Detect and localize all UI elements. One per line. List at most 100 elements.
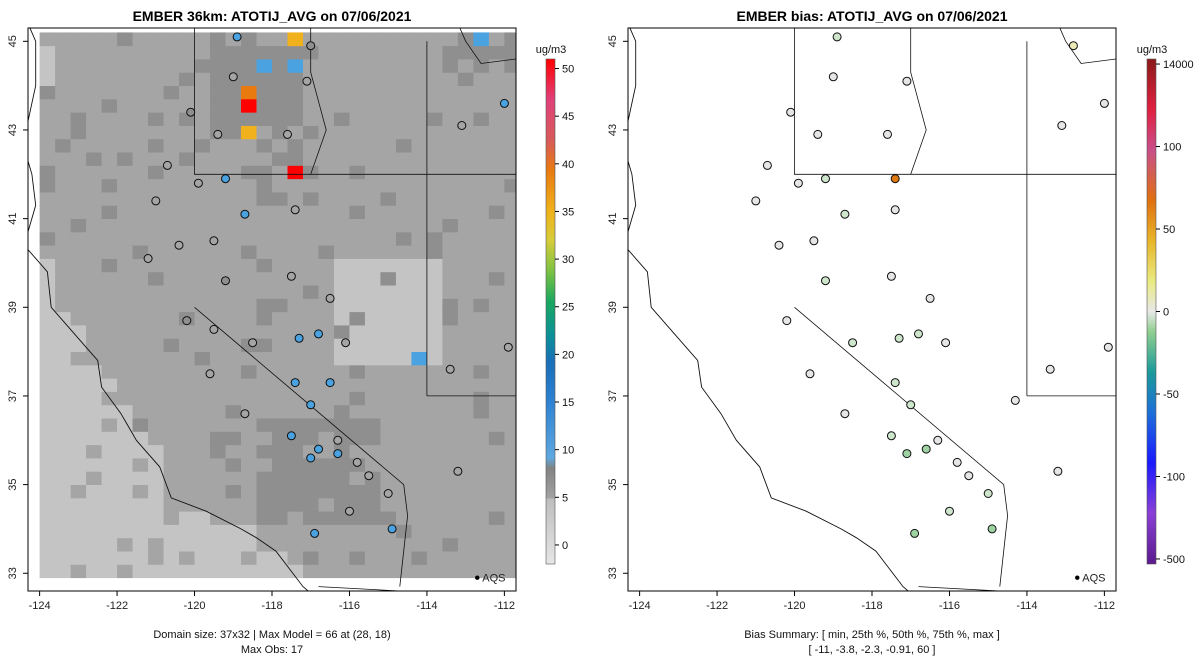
grid-cell xyxy=(364,444,381,459)
grid-cell xyxy=(163,378,180,392)
grid-cell xyxy=(55,98,71,113)
grid-cell xyxy=(210,444,226,459)
grid-cell xyxy=(55,537,71,552)
grid-cell xyxy=(302,98,319,113)
grid-cell xyxy=(457,378,474,392)
grid-cell xyxy=(380,404,397,419)
grid-cell xyxy=(132,551,149,565)
grid-cell xyxy=(39,32,56,47)
grid-cell xyxy=(194,418,211,432)
state-border-line xyxy=(194,306,409,587)
grid-cell xyxy=(55,418,71,432)
y-tick-label: 45 xyxy=(607,35,619,47)
grid-cell xyxy=(179,258,195,273)
colorbar-tick-label: 50 xyxy=(562,64,574,76)
grid-cell xyxy=(163,351,180,366)
grid-cell xyxy=(442,378,459,392)
grid-cell xyxy=(179,364,195,379)
colorbar-tick-label: 35 xyxy=(562,206,574,218)
grid-cell xyxy=(163,338,180,353)
grid-cell xyxy=(241,418,257,432)
grid-cell xyxy=(426,32,443,47)
grid-cell xyxy=(225,138,242,153)
grid-cell xyxy=(473,364,490,379)
grid-cell xyxy=(287,497,304,512)
grid-cell xyxy=(302,311,319,326)
observation-marker xyxy=(182,316,192,326)
grid-cell xyxy=(55,285,71,299)
grid-cell xyxy=(349,537,366,552)
grid-cell xyxy=(457,524,474,539)
grid-cell xyxy=(364,497,381,512)
grid-cell xyxy=(70,484,87,499)
colorbar-tick-label: 30 xyxy=(562,254,574,266)
grid-cell xyxy=(333,537,350,552)
grid-cell xyxy=(272,484,288,499)
grid-cell xyxy=(364,98,381,113)
state-border-line xyxy=(318,586,401,591)
grid-cell xyxy=(488,125,505,140)
grid-cell xyxy=(132,378,149,392)
grid-cell xyxy=(148,458,164,472)
colorbar-tick-label: 45 xyxy=(562,111,574,123)
grid-cell xyxy=(395,391,412,406)
grid-cell xyxy=(163,458,180,472)
grid-cell xyxy=(225,192,242,206)
grid-cell xyxy=(411,298,428,313)
grid-cell xyxy=(256,298,273,313)
bias-marker xyxy=(925,293,935,303)
grid-cell xyxy=(55,311,71,326)
x-tick-label: -112 xyxy=(1094,600,1115,612)
grid-cell xyxy=(457,471,474,486)
grid-cell xyxy=(117,72,133,87)
grid-cell xyxy=(318,178,335,193)
observation-marker xyxy=(310,528,320,538)
grid-cell xyxy=(380,192,397,206)
grid-cell xyxy=(318,537,335,552)
grid-cell xyxy=(426,218,443,233)
bias-marker xyxy=(1103,342,1113,352)
grid-cell xyxy=(256,471,273,486)
grid-cell xyxy=(426,258,443,273)
grid-cell xyxy=(256,497,273,512)
grid-cell xyxy=(194,98,211,113)
observation-marker xyxy=(286,431,296,441)
grid-cell xyxy=(163,325,180,339)
grid-cell xyxy=(364,125,381,140)
grid-cell xyxy=(39,431,56,446)
grid-cell xyxy=(179,245,195,259)
grid-cell xyxy=(380,59,397,73)
grid-cell xyxy=(163,431,180,446)
grid-cell xyxy=(318,511,335,525)
grid-cell xyxy=(86,125,102,140)
grid-cell xyxy=(225,524,242,539)
grid-cell xyxy=(179,205,195,220)
observation-marker xyxy=(290,205,300,215)
grid-cell xyxy=(442,258,459,273)
grid-cell xyxy=(488,245,505,259)
grid-cell xyxy=(210,524,226,539)
observation-marker xyxy=(383,489,393,498)
grid-cell xyxy=(349,564,366,579)
grid-cell xyxy=(272,98,288,113)
observation-marker xyxy=(221,276,230,286)
grid-cell xyxy=(442,285,459,299)
grid-cell xyxy=(380,378,397,392)
grid-cell xyxy=(101,551,118,565)
grid-cell xyxy=(117,152,133,166)
grid-cell xyxy=(194,391,211,406)
grid-cell xyxy=(333,125,350,140)
grid-cell xyxy=(163,537,180,552)
grid-cell xyxy=(287,285,304,299)
grid-cell xyxy=(86,45,102,60)
grid-cell xyxy=(473,524,490,539)
grid-cell xyxy=(70,378,87,392)
grid-cell xyxy=(210,245,226,259)
grid-cell xyxy=(287,524,304,539)
grid-cell xyxy=(210,351,226,366)
grid-cell xyxy=(132,138,149,153)
grid-cell xyxy=(225,471,242,486)
grid-cell xyxy=(411,231,428,246)
grid-cell xyxy=(256,178,273,193)
grid-cell xyxy=(148,497,164,512)
